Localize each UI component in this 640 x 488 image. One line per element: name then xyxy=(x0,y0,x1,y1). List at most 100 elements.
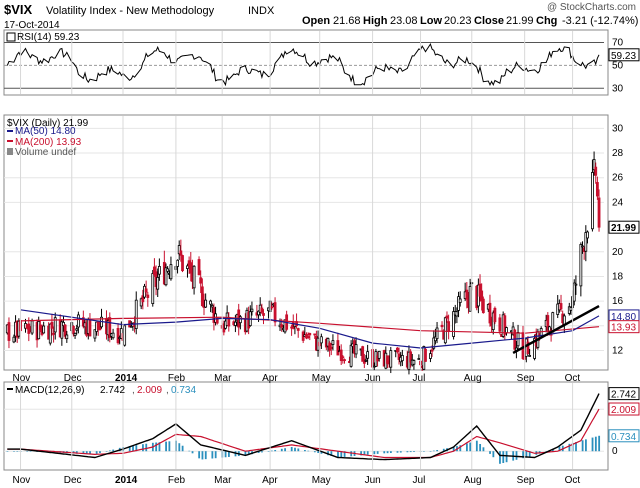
price-candle-body xyxy=(409,351,413,363)
price-candle-body xyxy=(50,321,54,329)
macd-histogram-bar xyxy=(211,451,214,459)
price-candle-body xyxy=(455,311,459,317)
price-candle-body xyxy=(551,312,555,333)
macd-histogram-bar xyxy=(191,451,194,454)
price-candle-body xyxy=(93,329,97,339)
price-candle-body xyxy=(440,324,444,328)
price-candle-body xyxy=(98,326,102,331)
ma200-last-label: 13.93 xyxy=(611,323,636,334)
rsi-y-tick-label: 50 xyxy=(612,60,624,71)
macd-histogram-bar xyxy=(575,442,577,452)
macd-histogram-bar xyxy=(158,442,161,452)
date-label: 17-Oct-2014 xyxy=(4,20,60,31)
price-candle-body xyxy=(73,332,77,336)
price-candle-body xyxy=(458,298,462,303)
price-candle-body xyxy=(326,338,330,347)
rsi-legend: RSI(14) 59.23 xyxy=(6,32,80,43)
macd-histogram-bar xyxy=(383,451,386,454)
price-candle-body xyxy=(349,344,353,367)
price-candle-body xyxy=(42,325,46,334)
price-candle-body xyxy=(366,351,370,359)
price-candle-body xyxy=(339,349,343,362)
price-x-tick-label: 2014 xyxy=(115,373,138,384)
price-candle-body xyxy=(123,325,127,346)
macd-histogram-bar xyxy=(363,451,366,456)
macd-histogram-bar xyxy=(294,447,296,452)
volume-legend-label: Volume undef xyxy=(15,147,76,158)
price-candle-body xyxy=(52,332,55,335)
macd-histogram-bar xyxy=(492,451,495,458)
price-candle-body xyxy=(62,322,65,327)
rsi-last-box xyxy=(608,48,640,62)
price-candle-body xyxy=(88,319,92,337)
ma200-last-box xyxy=(608,320,640,334)
macd-line xyxy=(7,393,600,461)
price-candle-body xyxy=(200,286,204,307)
price-candle-body xyxy=(199,277,203,284)
price-candle-body xyxy=(329,347,333,349)
price-x-tick-label: Oct xyxy=(565,373,581,384)
price-candle-body xyxy=(341,356,345,359)
price-candle-body xyxy=(343,359,346,362)
price-candle-body xyxy=(12,336,16,343)
macd-histogram-bar xyxy=(108,450,111,452)
macd-x-tick-label: Jun xyxy=(365,475,381,486)
rsi-plot: 30 50 70 59.23 xyxy=(4,37,640,94)
price-candle-body xyxy=(579,244,583,287)
macd-histogram-bar xyxy=(26,451,29,452)
macd-histogram-bar xyxy=(204,451,207,460)
macd-histogram-bar xyxy=(155,442,158,452)
macd-histogram-bar xyxy=(135,445,138,452)
rsi-y-tick-label: 30 xyxy=(612,83,624,94)
macd-x-tick-label: Sep xyxy=(517,475,535,486)
macd-histogram-bar xyxy=(95,451,98,454)
price-candle-body xyxy=(139,298,143,307)
macd-histogram-bar xyxy=(360,451,363,456)
macd-histogram-bar xyxy=(373,451,376,455)
price-x-tick-label: Dec xyxy=(64,373,82,384)
price-candle-body xyxy=(594,166,598,176)
symbol-title: $VIX xyxy=(4,2,33,17)
price-x-tick-label: Apr xyxy=(262,373,278,384)
signal-last-box xyxy=(608,402,640,416)
macd-histogram-bar xyxy=(274,450,277,452)
price-candle-body xyxy=(65,334,69,340)
price-candle-body xyxy=(260,307,264,313)
macd-histogram-bar xyxy=(413,451,415,452)
macd-legend-value: 2.742 xyxy=(100,385,125,396)
close-last-box xyxy=(608,220,640,234)
macd-x-tick-label: Feb xyxy=(168,475,186,486)
price-candle-body xyxy=(169,264,173,280)
price-candle-body xyxy=(328,342,332,351)
macd-histogram-bar xyxy=(442,448,445,452)
price-candle-body xyxy=(354,344,358,355)
price-candle-body xyxy=(153,266,156,275)
price-candle-body xyxy=(478,283,482,297)
price-candle-body xyxy=(336,340,340,356)
price-candle-body xyxy=(528,355,532,357)
price-candle-body xyxy=(72,326,75,335)
price-candle-body xyxy=(503,315,507,335)
price-y-tick-label: 26 xyxy=(612,173,624,184)
price-candle-body xyxy=(257,310,260,316)
price-candle-body xyxy=(308,333,312,336)
macd-histogram-bar xyxy=(132,445,134,452)
price-candle-body xyxy=(296,328,300,331)
macd-histogram-bar xyxy=(399,451,402,453)
price-candle-body xyxy=(488,302,492,324)
macd-histogram-bar xyxy=(297,448,300,452)
price-candle-body xyxy=(452,311,455,337)
price-candle-body xyxy=(533,338,536,359)
price-y-tick-label: 28 xyxy=(612,148,624,159)
price-legend-title: $VIX (Daily) 21.99 xyxy=(7,118,89,129)
macd-histogram-bar xyxy=(214,451,217,459)
price-candle-body xyxy=(505,327,508,334)
macd-histogram-bar xyxy=(244,451,247,456)
macd-histogram-bar xyxy=(307,450,310,452)
price-candle-body xyxy=(432,337,436,349)
price-legend: $VIX (Daily) 21.99 MA(50) 14.80 MA(200) … xyxy=(7,118,89,158)
macd-histogram-bar xyxy=(350,451,353,457)
macd-histogram-bar xyxy=(389,451,392,453)
macd-histogram-bar xyxy=(280,448,283,452)
